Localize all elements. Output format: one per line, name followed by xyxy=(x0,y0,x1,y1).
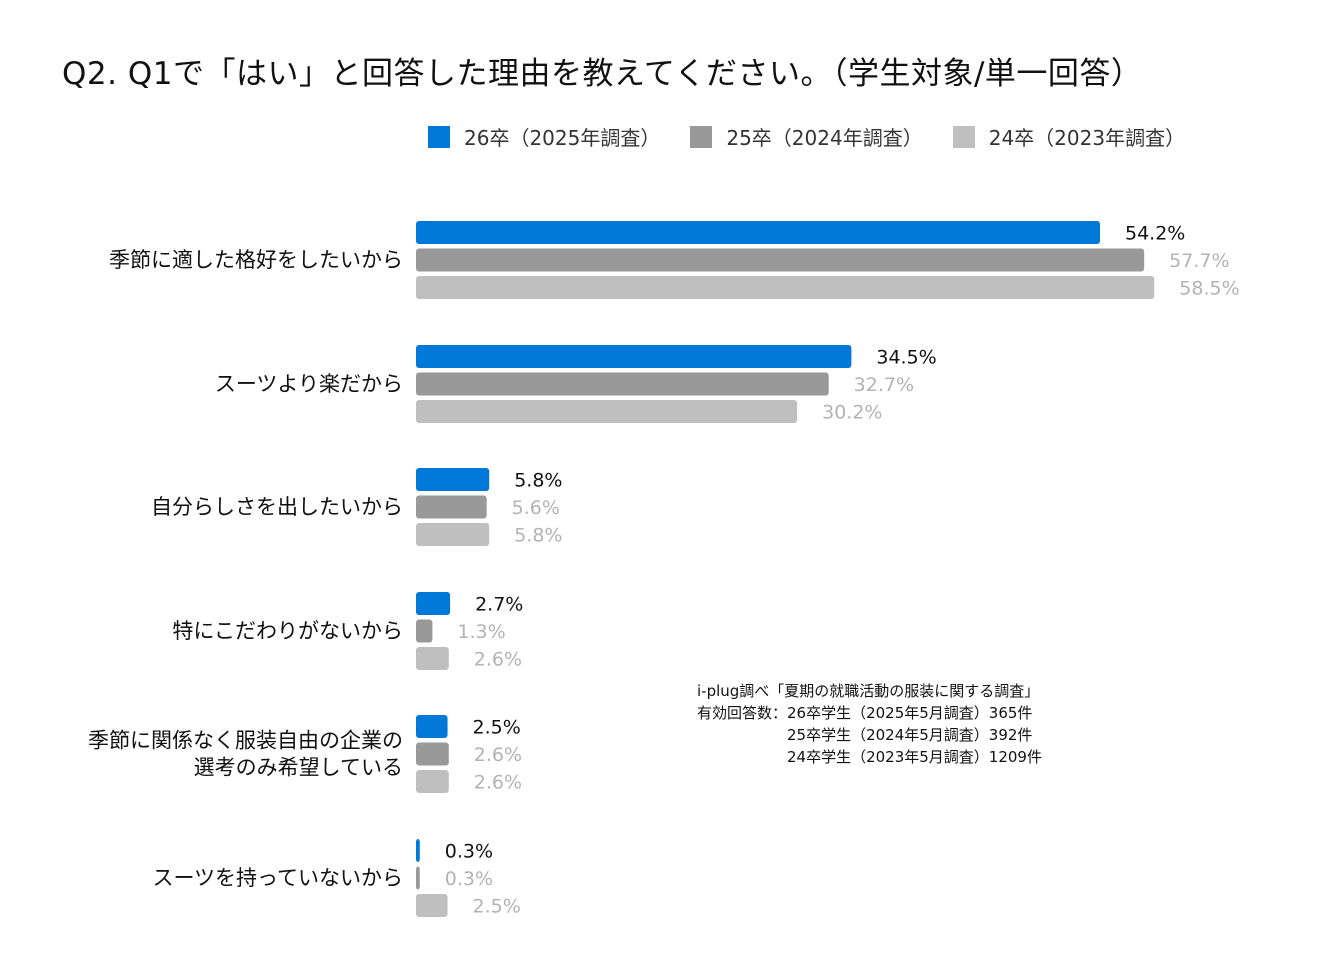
source-line-2: 有効回答数：26卒学生（2025年5月調査）365件 xyxy=(697,704,1033,722)
category-label-2: 自分らしさを出したいから xyxy=(151,495,403,519)
legend: 26卒（2025年調査） 25卒（2024年調査） 24卒（2023年調査） xyxy=(428,122,1215,151)
bar-1-2 xyxy=(416,495,487,519)
category-label-4-1: 選考のみ希望している xyxy=(194,756,403,780)
category-label-3: 特にこだわりがないから xyxy=(172,619,403,643)
data-label-1-5: 0.3% xyxy=(445,868,493,890)
bar-1-3 xyxy=(416,619,433,643)
bar-0-0 xyxy=(416,221,1100,244)
data-label-0-4: 2.5% xyxy=(473,717,521,739)
source-line-1: i-plug調べ「夏期の就職活動の服装に関する調査」 xyxy=(697,682,1040,700)
data-label-2-5: 2.5% xyxy=(473,896,521,918)
legend-label-26: 26卒（2025年調査） xyxy=(464,126,661,150)
bar-1-0 xyxy=(416,248,1145,272)
legend-item-24: 24卒（2023年調査） xyxy=(952,122,1186,151)
legend-swatch-24 xyxy=(952,125,975,148)
bar-0-3 xyxy=(416,592,451,615)
data-label-2-1: 30.2% xyxy=(822,402,882,424)
data-label-1-4: 2.6% xyxy=(474,744,522,766)
bar-1-1 xyxy=(416,372,829,396)
data-label-0-0: 54.2% xyxy=(1125,223,1185,245)
data-label-1-2: 5.6% xyxy=(512,497,560,519)
source-line-3: 25卒学生（2024年5月調査）392件 xyxy=(697,726,1033,744)
category-label-4-0: 季節に関係なく服装自由の企業の xyxy=(88,729,403,753)
bar-0-1 xyxy=(416,345,852,368)
source-note: i-plug調べ「夏期の就職活動の服装に関する調査」 有効回答数：26卒学生（20… xyxy=(697,680,1042,768)
bar-0-2 xyxy=(416,468,490,491)
data-label-0-1: 34.5% xyxy=(876,347,936,369)
bar-0-5 xyxy=(416,839,420,862)
data-label-2-4: 2.6% xyxy=(474,772,522,794)
category-label-5: スーツを持っていないから xyxy=(152,866,403,890)
data-label-1-3: 1.3% xyxy=(457,621,505,643)
legend-item-25: 25卒（2024年調査） xyxy=(690,122,923,151)
bar-0-4 xyxy=(416,715,448,738)
category-label-1: スーツより楽だから xyxy=(215,372,403,396)
legend-label-24: 24卒（2023年調査） xyxy=(988,126,1186,150)
bar-2-3 xyxy=(416,647,449,670)
legend-swatch-26 xyxy=(428,125,450,148)
bar-1-5 xyxy=(416,866,420,890)
bar-2-0 xyxy=(416,276,1155,299)
bar-2-4 xyxy=(416,770,449,793)
data-label-0-3: 2.7% xyxy=(475,594,523,616)
data-label-0-5: 0.3% xyxy=(445,841,493,863)
source-line-4: 24卒学生（2023年5月調査）1209件 xyxy=(697,748,1042,766)
bar-1-4 xyxy=(416,742,449,766)
category-label-0: 季節に適した格好をしたいから xyxy=(109,248,403,272)
data-label-2-2: 5.8% xyxy=(514,525,562,547)
data-label-1-0: 57.7% xyxy=(1169,250,1229,272)
data-label-2-3: 2.6% xyxy=(474,649,522,671)
data-label-1-1: 32.7% xyxy=(854,374,914,396)
bar-2-1 xyxy=(416,400,798,423)
legend-item-26: 26卒（2025年調査） xyxy=(428,122,660,151)
data-label-2-0: 58.5% xyxy=(1179,278,1239,300)
bar-2-5 xyxy=(416,894,448,917)
data-label-0-2: 5.8% xyxy=(514,470,562,492)
chart-title: Q2. Q1で「はい」と回答した理由を教えてください。（学生対象/単一回答） xyxy=(62,56,1143,92)
bar-2-2 xyxy=(416,523,490,546)
legend-label-25: 25卒（2024年調査） xyxy=(726,126,923,150)
legend-swatch-25 xyxy=(690,125,713,148)
